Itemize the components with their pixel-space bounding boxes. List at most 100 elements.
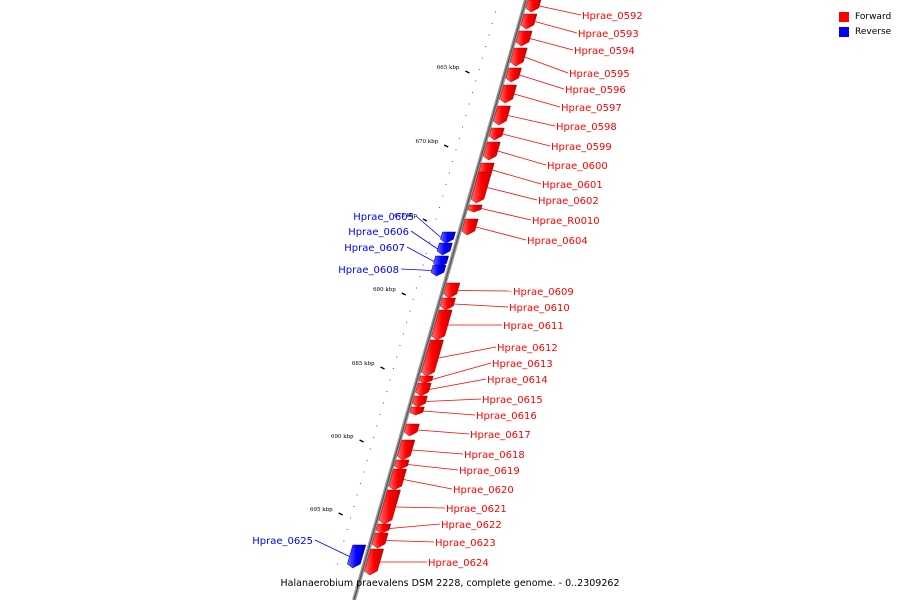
reverse-swatch [839, 26, 849, 37]
gene-feature-hprae_0617[interactable] [403, 423, 420, 437]
gene-feature-hprae_0611[interactable] [431, 309, 453, 341]
scale-dot [452, 160, 454, 163]
gene-feature-hprae_0619[interactable] [394, 459, 410, 470]
scale-dot [442, 195, 444, 197]
scale-dot [429, 241, 431, 243]
gene-feature-hprae_0597[interactable] [499, 84, 517, 104]
gene-label[interactable]: Hprae_0612 [497, 343, 558, 354]
forward-swatch [839, 11, 849, 22]
gene-feature-hprae_0614[interactable] [415, 382, 432, 397]
scale-dot [415, 287, 418, 289]
gene-feature-hprae_0624[interactable] [364, 548, 384, 576]
gene-label[interactable]: Hprae_0619 [459, 466, 520, 477]
gene-label[interactable]: Hprae_0604 [527, 236, 588, 247]
gene-feature-hprae_0602[interactable] [470, 171, 493, 204]
scale-dot [399, 344, 401, 347]
gene-feature-hprae_0621[interactable] [378, 489, 401, 525]
gene-feature-hprae_0618[interactable] [396, 439, 416, 461]
gene-label[interactable]: Hprae_0617 [470, 430, 531, 441]
gene-feature-hprae_0595[interactable] [509, 47, 528, 67]
gene-label[interactable]: Hprae_0610 [509, 303, 570, 314]
scale-dot [363, 471, 365, 473]
gene-feature-hprae_0613[interactable] [418, 375, 434, 384]
gene-label[interactable]: Hprae_0595 [569, 69, 630, 80]
legend: Forward Reverse [839, 9, 891, 39]
gene-label[interactable]: Hprae_0609 [513, 287, 574, 298]
scale-dot [481, 57, 483, 59]
gene-label[interactable]: Hprae_0608 [338, 265, 399, 276]
gene-feature-hprae_0605[interactable] [440, 231, 456, 244]
leader-line [411, 449, 464, 455]
gene-label[interactable]: Hprae_0606 [348, 227, 409, 238]
gene-feature-hprae_0594[interactable] [515, 30, 533, 47]
leader-line [438, 346, 497, 359]
gene-label[interactable]: Hprae_0596 [565, 85, 626, 96]
gene-feature-hprae_0622[interactable] [375, 523, 392, 534]
gene-feature-hprae_r0010[interactable] [467, 204, 483, 213]
gene-feature-hprae_0606[interactable] [436, 242, 453, 256]
gene-feature-hprae_0608[interactable] [430, 264, 447, 277]
scale-dot [402, 333, 404, 335]
leader-line [457, 290, 513, 292]
gene-label[interactable]: Hprae_0613 [492, 359, 553, 370]
legend-forward-label: Forward [855, 11, 892, 22]
scale-dot [392, 367, 394, 370]
gene-label[interactable]: Hprae_0599 [551, 142, 612, 153]
gene-label[interactable]: Hprae_0611 [503, 321, 564, 332]
gene-label[interactable]: Hprae_0625 [252, 536, 313, 547]
scale-dot [438, 206, 441, 209]
gene-label[interactable]: Hprae_0624 [428, 558, 489, 569]
scale-dot [448, 172, 451, 174]
gene-feature-hprae_0620[interactable] [388, 468, 407, 491]
gene-feature-hprae_0596[interactable] [505, 67, 522, 83]
gene-label[interactable]: Hprae_0600 [547, 161, 608, 172]
gene-label[interactable]: Hprae_0607 [344, 243, 405, 254]
scale-dot [405, 321, 408, 324]
gene-feature-hprae_0593[interactable] [520, 13, 538, 30]
gene-feature-hprae_0610[interactable] [439, 297, 456, 311]
gene-feature-hprae_0615[interactable] [412, 395, 428, 408]
gene-label[interactable]: Hprae_0605 [353, 212, 414, 223]
scale-dot [379, 413, 381, 416]
gene-label[interactable]: Hprae_0601 [542, 180, 603, 191]
scale-dots [336, 11, 497, 565]
gene-label[interactable]: Hprae_0614 [487, 375, 548, 386]
gene-feature-hprae_0625[interactable] [347, 544, 367, 569]
gene-feature-hprae_0612[interactable] [421, 339, 444, 377]
tick-mark [401, 292, 407, 296]
leader-line [502, 133, 551, 147]
gene-label[interactable]: Hprae_0602 [538, 196, 599, 207]
scale-dot [465, 114, 467, 117]
gene-label[interactable]: Hprae_0616 [476, 411, 537, 422]
leader-line [475, 226, 527, 241]
gene-label[interactable]: Hprae_R0010 [532, 216, 600, 227]
scale-dot [356, 494, 358, 496]
gene-feature-hprae_0616[interactable] [409, 406, 425, 416]
gene-feature-hprae_0609[interactable] [443, 282, 461, 299]
gene-label[interactable]: Hprae_0623 [435, 538, 496, 549]
gene-label[interactable]: Hprae_0622 [441, 520, 502, 531]
gene-feature-hprae_0600[interactable] [482, 141, 501, 161]
gene-label[interactable]: Hprae_0618 [464, 450, 525, 461]
gene-label[interactable]: Hprae_0620 [453, 485, 514, 496]
scale-dot [485, 45, 487, 48]
leader-line [481, 208, 532, 221]
scale-dot [382, 402, 385, 404]
tick-mark [338, 512, 343, 516]
gene-feature-hprae_0599[interactable] [488, 127, 505, 141]
tick-label: 665 kbp [437, 65, 460, 71]
gene-label[interactable]: Hprae_0598 [556, 122, 617, 133]
gene-label[interactable]: Hprae_0597 [561, 103, 622, 114]
gene-label[interactable]: Hprae_0621 [446, 504, 507, 515]
tick-mark [465, 70, 470, 74]
gene-feature-hprae_0623[interactable] [371, 532, 389, 549]
gene-feature-hprae_0592[interactable] [525, 0, 542, 13]
gene-feature-hprae_0604[interactable] [461, 218, 479, 236]
gene-feature-hprae_0598[interactable] [493, 105, 511, 126]
gene-label[interactable]: Hprae_0592 [582, 11, 643, 22]
leader-line [513, 93, 561, 108]
gene-label[interactable]: Hprae_0594 [574, 46, 635, 57]
gene-label[interactable]: Hprae_0615 [482, 395, 543, 406]
gene-label[interactable]: Hprae_0593 [578, 29, 639, 40]
